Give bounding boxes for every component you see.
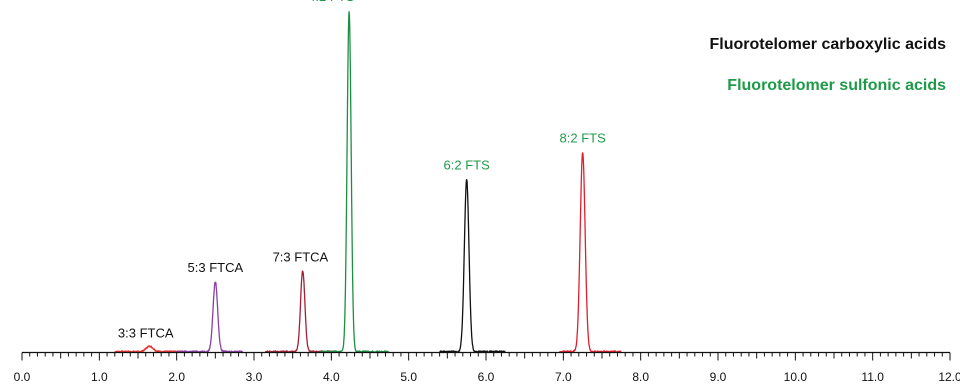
x-tick-label: 0.0 <box>14 370 31 384</box>
peak-labels: 3:3 FTCA 5:3 FTCA 7:3 FTCA 4:2 FTS 6:2 FTS 8:… <box>118 0 606 341</box>
x-tick-label: 5.0 <box>400 370 417 384</box>
x-tick-label: 4.0 <box>323 370 340 384</box>
trace-7-3-ftca <box>264 270 336 354</box>
trace-5-3-ftca <box>176 281 243 354</box>
legend-carboxylic-acids: Fluorotelomer carboxylic acids <box>709 36 946 53</box>
peak-label: 5:3 FTCA <box>188 260 244 275</box>
legend-sulfonic-acids: Fluorotelomer sulfonic acids <box>727 77 946 94</box>
peak-label: 4:2 FTS <box>308 0 355 4</box>
x-axis: 0.0 1.0 2.0 3.0 4.0 5.0 6.0 7.0 8.0 9.0 10.0 11.0 12… <box>14 351 960 384</box>
x-tick-label: 2.0 <box>168 370 185 384</box>
peak-label: 7:3 FTCA <box>273 250 329 265</box>
x-tick-label: 1.0 <box>91 370 108 384</box>
x-tick-label: 8.0 <box>632 370 649 384</box>
x-tick-label: 11.0 <box>861 370 884 384</box>
peak-label: 8:2 FTS <box>560 130 607 145</box>
trace-8-2-fts <box>558 152 622 354</box>
x-axis-ticks <box>21 352 951 361</box>
trace-4-2-fts <box>319 11 390 354</box>
x-tick-label: 9.0 <box>710 370 727 384</box>
x-tick-label: 6.0 <box>478 370 495 384</box>
peak-label: 6:2 FTS <box>444 158 491 173</box>
chromatogram-traces <box>114 11 622 354</box>
x-tick-label: 7.0 <box>555 370 572 384</box>
trace-6-2-fts <box>439 179 506 354</box>
x-tick-label: 3.0 <box>246 370 263 384</box>
trace-3-3-ftca <box>114 345 185 354</box>
peak-label: 3:3 FTCA <box>118 326 174 341</box>
x-axis-tick-labels: 0.0 1.0 2.0 3.0 4.0 5.0 6.0 7.0 8.0 9.0 10.0 11.0 12… <box>14 370 960 384</box>
x-tick-label: 12.0 <box>938 370 960 384</box>
x-tick-label: 10.0 <box>784 370 808 384</box>
